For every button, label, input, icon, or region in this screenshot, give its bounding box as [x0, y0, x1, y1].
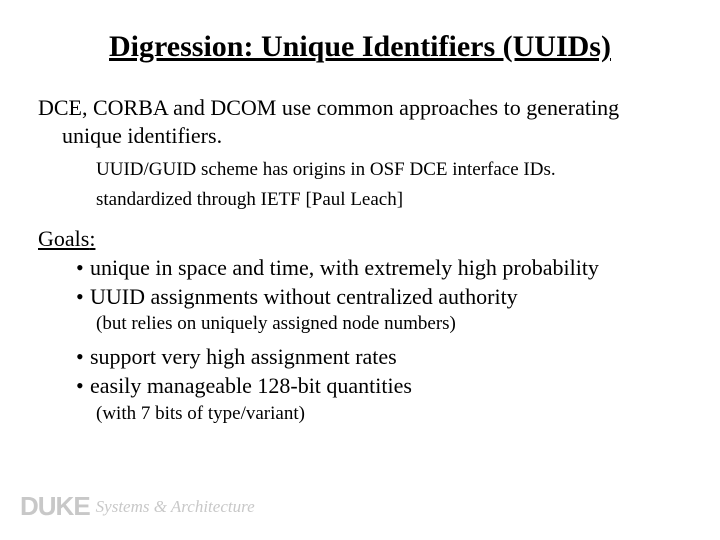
goal-text-3: support very high assignment rates: [90, 343, 682, 372]
goal-bullet-4: • easily manageable 128-bit quantities: [76, 372, 682, 401]
bullet-dot-icon: •: [76, 372, 90, 401]
intro-paragraph: DCE, CORBA and DCOM use common approache…: [38, 94, 682, 149]
goal-text-4: easily manageable 128-bit quantities: [90, 372, 682, 401]
sub-point-2: standardized through IETF [Paul Leach]: [96, 187, 682, 213]
goal-text-2: UUID assignments without centralized aut…: [90, 283, 682, 312]
sub-point-1: UUID/GUID scheme has origins in OSF DCE …: [96, 157, 682, 183]
goals-label-text: Goals: [38, 226, 89, 251]
goal-4-note: (with 7 bits of type/variant): [96, 403, 682, 425]
goal-2-note: (but relies on uniquely assigned node nu…: [96, 313, 682, 335]
footer: DUKE Systems & Architecture: [20, 491, 255, 522]
slide-title: Digression: Unique Identifiers (UUIDs): [38, 30, 682, 64]
goal-bullet-1: • unique in space and time, with extreme…: [76, 254, 682, 283]
goal-bullet-3: • support very high assignment rates: [76, 343, 682, 372]
goal-bullet-2: • UUID assignments without centralized a…: [76, 283, 682, 312]
bullet-dot-icon: •: [76, 254, 90, 283]
bullet-dot-icon: •: [76, 343, 90, 372]
systems-architecture-text: Systems & Architecture: [96, 497, 255, 517]
bullet-dot-icon: •: [76, 283, 90, 312]
goal-text-1: unique in space and time, with extremely…: [90, 254, 682, 283]
slide-container: Digression: Unique Identifiers (UUIDs) D…: [0, 0, 720, 540]
goals-heading: Goals:: [38, 226, 682, 252]
duke-logo-text: DUKE: [20, 491, 90, 522]
